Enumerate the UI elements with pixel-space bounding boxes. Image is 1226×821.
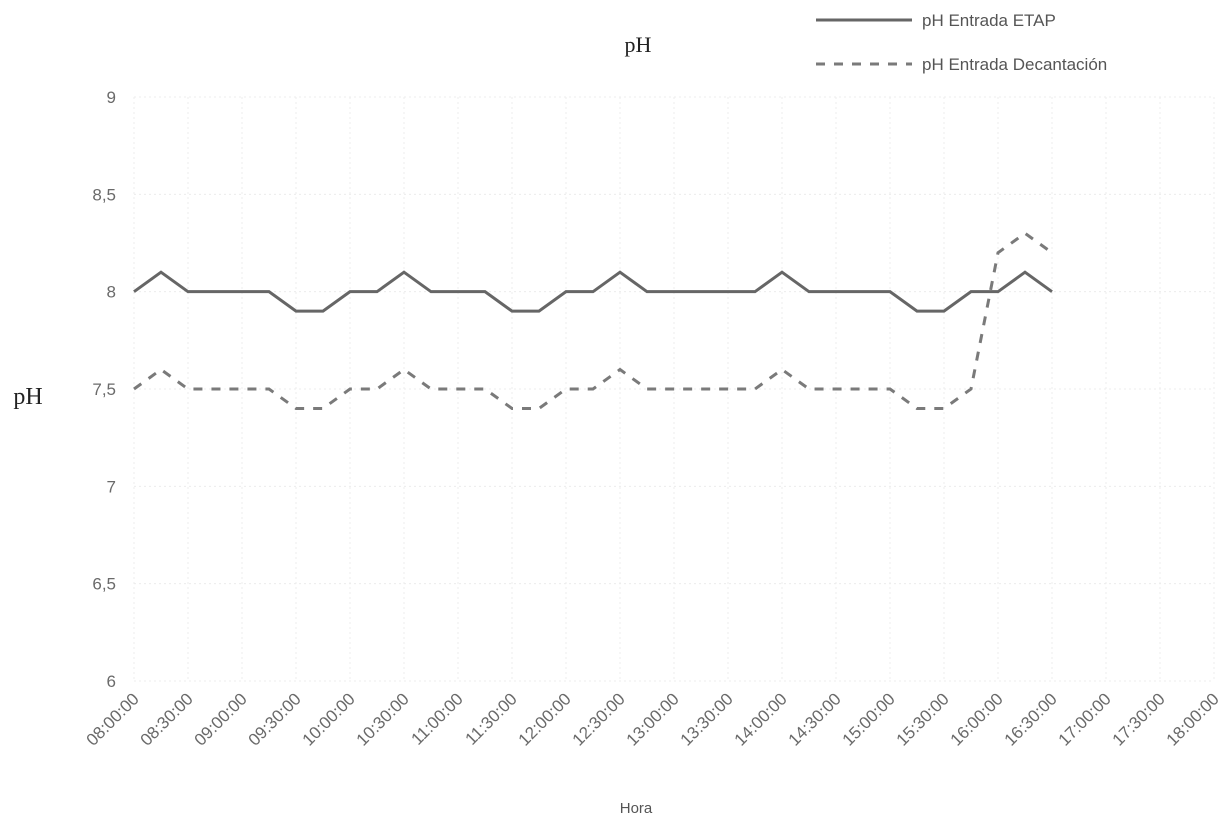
y-tick-label: 7,5 [92, 380, 116, 399]
x-tick-label: 18:00:00 [1163, 689, 1223, 749]
y-tick-label: 9 [107, 88, 116, 107]
y-axis-label: pH [13, 384, 42, 410]
x-tick-label: 09:30:00 [245, 689, 305, 749]
x-tick-label: 09:00:00 [191, 689, 251, 749]
x-tick-label: 12:00:00 [515, 689, 575, 749]
legend: pH Entrada ETAP pH Entrada Decantación [816, 11, 1107, 74]
series-lines [133, 231, 1053, 410]
x-tick-label: 11:00:00 [407, 689, 466, 748]
y-axis-ticks: 6 6,5 7 7,5 8 8,5 9 [92, 88, 116, 691]
legend-label-decantacion: pH Entrada Decantación [922, 55, 1107, 74]
x-tick-label: 14:00:00 [731, 689, 791, 749]
y-tick-label: 8,5 [92, 185, 116, 204]
y-tick-label: 6,5 [92, 575, 116, 594]
x-tick-label: 12:30:00 [569, 689, 629, 749]
x-axis-ticks: 08:00:0008:30:0009:00:0009:30:0010:00:00… [83, 689, 1223, 749]
x-tick-label: 08:00:00 [83, 689, 143, 749]
x-tick-label: 16:00:00 [947, 689, 1007, 749]
y-tick-label: 7 [107, 477, 116, 496]
y-tick-label: 8 [107, 283, 116, 302]
x-tick-label: 13:00:00 [623, 689, 683, 749]
y-tick-label: 6 [107, 672, 116, 691]
x-tick-label: 15:30:00 [893, 689, 953, 749]
chart-title: pH [625, 32, 652, 57]
x-tick-label: 08:30:00 [137, 689, 197, 749]
x-tick-label: 11:30:00 [461, 689, 520, 748]
series-line-etap [133, 270, 1053, 313]
x-tick-label: 10:00:00 [299, 689, 359, 749]
x-tick-label: 16:30:00 [1001, 689, 1061, 749]
x-axis-label: Hora [620, 800, 653, 817]
x-tick-label: 14:30:00 [785, 689, 845, 749]
x-tick-label: 13:30:00 [677, 689, 737, 749]
x-tick-label: 15:00:00 [839, 689, 899, 749]
series-line-decantacion [133, 231, 1053, 410]
legend-item-etap: pH Entrada ETAP [816, 11, 1056, 30]
legend-label-etap: pH Entrada ETAP [922, 11, 1056, 30]
legend-item-decantacion: pH Entrada Decantación [816, 55, 1107, 74]
x-tick-label: 17:30:00 [1109, 689, 1169, 749]
x-tick-label: 10:30:00 [353, 689, 413, 749]
x-tick-label: 17:00:00 [1055, 689, 1115, 749]
